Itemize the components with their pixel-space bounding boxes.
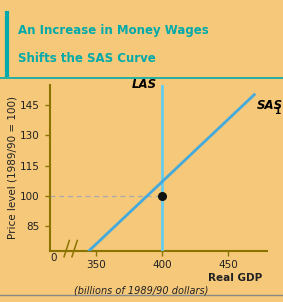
Text: 1: 1 — [274, 107, 280, 116]
Text: An Increase in Money Wages: An Increase in Money Wages — [18, 24, 209, 37]
Text: 0: 0 — [51, 253, 57, 263]
Y-axis label: Price level (1989/90 = 100): Price level (1989/90 = 100) — [7, 96, 17, 239]
Text: Shifts the SAS Curve: Shifts the SAS Curve — [18, 52, 156, 65]
Text: LAS: LAS — [131, 78, 156, 91]
Text: Real GDP: Real GDP — [207, 273, 262, 283]
Text: (billions of 1989/90 dollars): (billions of 1989/90 dollars) — [74, 285, 209, 295]
Text: SAS: SAS — [257, 99, 283, 112]
